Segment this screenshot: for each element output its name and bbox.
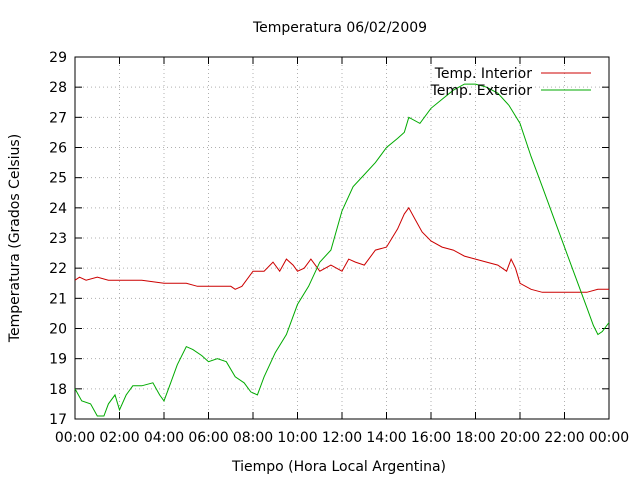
x-tick-label: 20:00	[500, 430, 540, 446]
series-lines	[74, 83, 610, 417]
x-tick-label: 02:00	[99, 430, 139, 446]
y-tick-label: 21	[49, 291, 67, 307]
x-tick-label: 04:00	[144, 430, 184, 446]
y-tick-label: 19	[49, 352, 67, 368]
x-axis-label: Tiempo (Hora Local Argentina)	[231, 459, 446, 475]
x-tick-label: 06:00	[188, 430, 228, 446]
y-tick-label: 25	[49, 171, 67, 187]
x-tick-label: 12:00	[322, 430, 362, 446]
y-tick-label: 27	[49, 110, 67, 126]
chart-title: Temperatura 06/02/2009	[252, 20, 427, 36]
y-tick-label: 24	[49, 201, 67, 217]
x-tick-label: 14:00	[366, 430, 406, 446]
x-tick-label: 10:00	[277, 430, 317, 446]
y-tick-label: 26	[49, 141, 67, 157]
y-axis-label: Temperatura (Grados Celsius)	[7, 134, 23, 343]
grid	[75, 57, 609, 419]
y-tick-label: 23	[49, 231, 67, 247]
x-tick-label: 08:00	[233, 430, 273, 446]
x-tick-label: 22:00	[544, 430, 584, 446]
x-tick-label: 16:00	[411, 430, 451, 446]
y-tick-label: 29	[49, 50, 67, 66]
legend-label: Temp. Exterior	[430, 83, 533, 99]
y-tick-label: 18	[49, 382, 67, 398]
y-tick-label: 20	[49, 322, 67, 338]
x-tick-label: 18:00	[455, 430, 495, 446]
legend-label: Temp. Interior	[434, 66, 533, 82]
y-tick-label: 28	[49, 80, 67, 96]
series-line-exterior	[74, 83, 610, 417]
x-tick-label: 00:00	[55, 430, 95, 446]
series-line-interior	[74, 206, 609, 293]
y-tick-label: 17	[49, 412, 67, 428]
y-tick-label: 22	[49, 261, 67, 277]
x-tick-label: 00:00	[589, 430, 629, 446]
